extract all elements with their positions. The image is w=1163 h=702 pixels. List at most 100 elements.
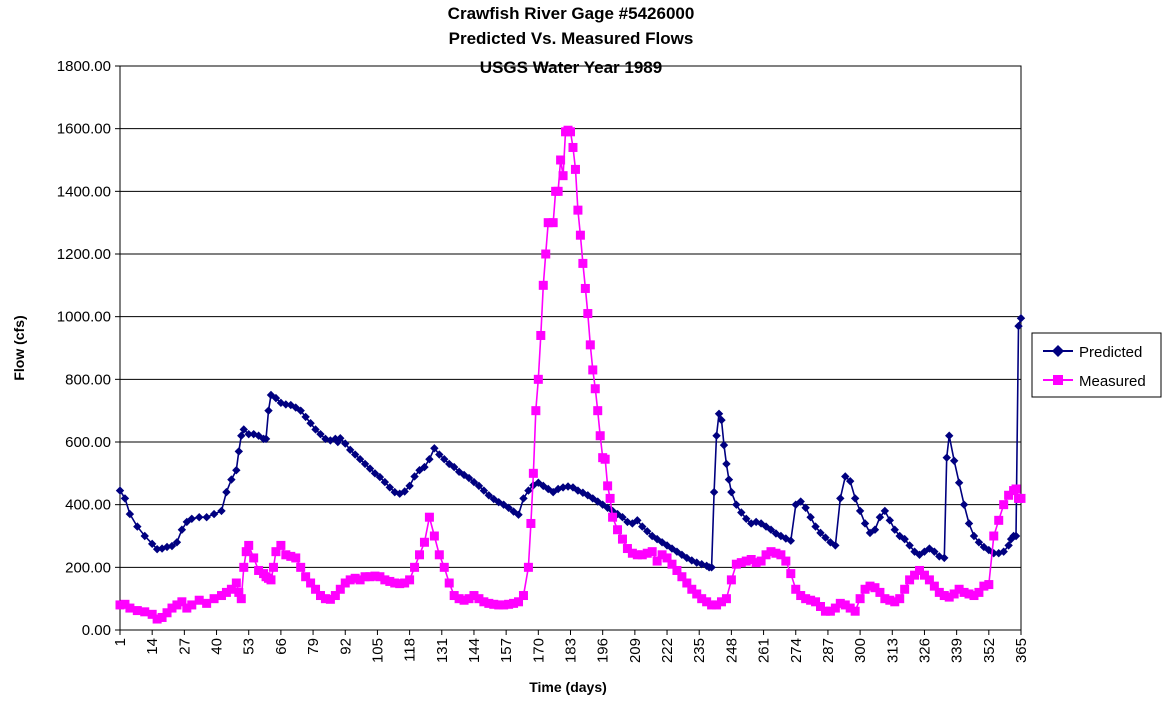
y-axis: 0.00 200.00 400.00 600.00 800.00 1000.00 1200.… xyxy=(57,58,120,639)
point-predicted-66 xyxy=(440,455,449,464)
point-predicted-147 xyxy=(816,528,825,538)
series-predicted xyxy=(115,314,1026,572)
x-tick-label-13: 170 xyxy=(530,638,547,663)
point-predicted-6 xyxy=(152,544,162,554)
point-predicted-31 xyxy=(271,393,281,403)
x-tick-label-5: 66 xyxy=(273,638,290,655)
point-measured-41 xyxy=(311,584,321,594)
point-predicted-49 xyxy=(355,455,365,464)
point-measured-33 xyxy=(271,547,281,557)
point-measured-34 xyxy=(276,540,286,550)
point-measured-55 xyxy=(380,575,390,585)
x-tick-label-11: 144 xyxy=(466,638,483,663)
point-measured-12 xyxy=(182,603,192,613)
point-predicted-59 xyxy=(405,481,414,491)
point-predicted-53 xyxy=(375,472,385,482)
point-measured-91 xyxy=(541,249,551,259)
point-measured-3 xyxy=(132,606,142,616)
point-predicted-175 xyxy=(949,456,959,465)
y-tick-label-7: 1400.00 xyxy=(57,183,111,200)
point-measured-64 xyxy=(424,512,434,522)
point-measured-86 xyxy=(528,468,538,478)
point-measured-166 xyxy=(850,606,860,616)
point-measured-159 xyxy=(816,602,826,611)
legend: Predicted Measured xyxy=(1031,332,1162,398)
point-predicted-190 xyxy=(1014,321,1023,331)
point-measured-109 xyxy=(588,365,598,375)
point-predicted-46 xyxy=(341,439,350,448)
point-measured-111 xyxy=(593,406,603,416)
point-predicted-48 xyxy=(350,450,360,459)
point-measured-15 xyxy=(202,598,212,608)
point-predicted-125 xyxy=(717,415,726,425)
y-tick-label-0: 0.00 xyxy=(82,622,111,639)
point-predicted-146 xyxy=(811,522,820,531)
chart-title-line-2: Predicted Vs. Measured Flows xyxy=(449,29,694,48)
point-measured-71 xyxy=(459,595,469,605)
point-measured-201 xyxy=(1016,493,1026,503)
point-measured-1 xyxy=(120,599,130,609)
point-measured-158 xyxy=(811,597,821,607)
point-measured-85 xyxy=(526,518,536,528)
point-predicted-52 xyxy=(370,469,380,478)
point-predicted-13 xyxy=(187,514,196,523)
x-tick-label-26: 339 xyxy=(949,638,966,663)
point-predicted-9 xyxy=(167,541,177,551)
point-measured-110 xyxy=(590,384,600,394)
y-tick-label-2: 400.00 xyxy=(65,497,111,514)
point-measured-20 xyxy=(231,578,241,588)
point-measured-118 xyxy=(613,525,623,535)
point-measured-48 xyxy=(345,575,355,585)
point-predicted-180 xyxy=(974,538,984,547)
point-predicted-80 xyxy=(509,507,518,516)
legend-marker-predicted xyxy=(1052,345,1064,357)
y-tick-label-6: 1200.00 xyxy=(57,246,111,263)
point-predicted-152 xyxy=(841,472,850,481)
point-measured-183 xyxy=(934,587,944,597)
point-measured-24 xyxy=(241,547,251,557)
point-measured-168 xyxy=(860,584,870,594)
x-tick-label-9: 118 xyxy=(402,638,419,662)
point-measured-116 xyxy=(605,493,615,503)
point-measured-167 xyxy=(855,594,865,604)
point-predicted-39 xyxy=(311,425,320,434)
point-measured-145 xyxy=(746,555,756,564)
y-tick-label-8: 1600.00 xyxy=(57,121,111,138)
point-predicted-130 xyxy=(732,500,741,509)
point-measured-170 xyxy=(870,583,880,593)
point-measured-40 xyxy=(306,578,316,588)
point-measured-162 xyxy=(830,603,840,613)
point-measured-54 xyxy=(375,572,385,582)
point-predicted-79 xyxy=(504,503,513,512)
point-measured-132 xyxy=(682,578,692,588)
point-measured-134 xyxy=(692,589,702,599)
x-tick-label-22: 287 xyxy=(820,638,837,663)
point-predicted-122 xyxy=(709,487,719,497)
point-predicted-145 xyxy=(806,513,815,522)
y-tick-label-4: 800.00 xyxy=(65,371,111,388)
point-predicted-138 xyxy=(771,529,781,538)
point-predicted-93 xyxy=(573,486,583,495)
point-predicted-45 xyxy=(336,434,345,443)
point-measured-2 xyxy=(125,603,135,613)
point-measured-66 xyxy=(434,550,444,560)
point-measured-127 xyxy=(657,550,667,560)
point-measured-22 xyxy=(236,594,246,604)
point-measured-16 xyxy=(209,594,219,604)
point-predicted-37 xyxy=(301,412,310,422)
point-measured-53 xyxy=(370,571,380,581)
x-tick-label-1: 14 xyxy=(144,638,161,655)
point-measured-95 xyxy=(553,186,563,196)
point-predicted-140 xyxy=(781,534,791,543)
point-measured-13 xyxy=(187,600,197,610)
point-measured-63 xyxy=(419,537,429,547)
x-tick-label-6: 79 xyxy=(305,638,322,655)
point-predicted-89 xyxy=(553,484,563,494)
point-measured-89 xyxy=(536,330,546,340)
point-predicted-141 xyxy=(786,536,795,545)
x-tick-label-2: 27 xyxy=(176,638,193,655)
point-measured-140 xyxy=(721,594,731,604)
point-measured-5 xyxy=(147,609,157,619)
point-predicted-111 xyxy=(662,541,672,550)
